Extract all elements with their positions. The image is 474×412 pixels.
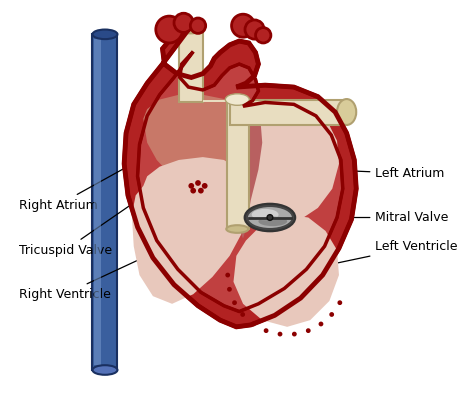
Circle shape bbox=[292, 332, 297, 337]
Circle shape bbox=[319, 322, 323, 326]
Polygon shape bbox=[132, 157, 249, 304]
Circle shape bbox=[337, 300, 342, 305]
Circle shape bbox=[227, 287, 232, 292]
Circle shape bbox=[232, 300, 237, 305]
Circle shape bbox=[174, 13, 193, 33]
Circle shape bbox=[225, 273, 230, 277]
Circle shape bbox=[251, 322, 256, 326]
Polygon shape bbox=[243, 104, 339, 224]
Polygon shape bbox=[143, 95, 246, 183]
Circle shape bbox=[278, 332, 283, 337]
Circle shape bbox=[255, 28, 271, 43]
Polygon shape bbox=[179, 30, 203, 103]
Ellipse shape bbox=[245, 204, 295, 231]
Ellipse shape bbox=[252, 209, 279, 220]
Circle shape bbox=[202, 183, 208, 189]
Circle shape bbox=[306, 328, 310, 333]
Polygon shape bbox=[203, 100, 229, 103]
Polygon shape bbox=[137, 52, 343, 311]
Circle shape bbox=[191, 18, 206, 33]
Circle shape bbox=[267, 215, 273, 220]
Ellipse shape bbox=[92, 30, 118, 39]
Ellipse shape bbox=[92, 365, 118, 375]
Circle shape bbox=[329, 312, 334, 317]
Ellipse shape bbox=[178, 26, 202, 33]
Circle shape bbox=[195, 180, 201, 186]
Circle shape bbox=[240, 312, 245, 317]
Ellipse shape bbox=[258, 217, 287, 226]
Ellipse shape bbox=[225, 94, 249, 105]
Polygon shape bbox=[94, 39, 101, 365]
Circle shape bbox=[198, 188, 204, 194]
Ellipse shape bbox=[226, 225, 248, 233]
Polygon shape bbox=[124, 30, 356, 327]
Text: Left Atrium: Left Atrium bbox=[322, 167, 445, 180]
Text: Tricuspid Valve: Tricuspid Valve bbox=[18, 185, 159, 257]
Text: Right Ventricle: Right Ventricle bbox=[18, 258, 143, 301]
Circle shape bbox=[245, 20, 264, 39]
Polygon shape bbox=[234, 215, 339, 327]
Polygon shape bbox=[92, 34, 118, 370]
Ellipse shape bbox=[247, 206, 293, 229]
Polygon shape bbox=[229, 100, 346, 125]
Circle shape bbox=[232, 14, 255, 37]
Text: Mitral Valve: Mitral Valve bbox=[295, 211, 449, 224]
Circle shape bbox=[191, 188, 196, 194]
Circle shape bbox=[188, 183, 194, 189]
Ellipse shape bbox=[337, 99, 356, 125]
Text: Right Atrium: Right Atrium bbox=[18, 152, 153, 211]
Circle shape bbox=[156, 16, 182, 43]
Polygon shape bbox=[232, 106, 262, 239]
Circle shape bbox=[264, 328, 268, 333]
Polygon shape bbox=[227, 100, 249, 229]
Text: Left Ventricle: Left Ventricle bbox=[329, 240, 458, 266]
